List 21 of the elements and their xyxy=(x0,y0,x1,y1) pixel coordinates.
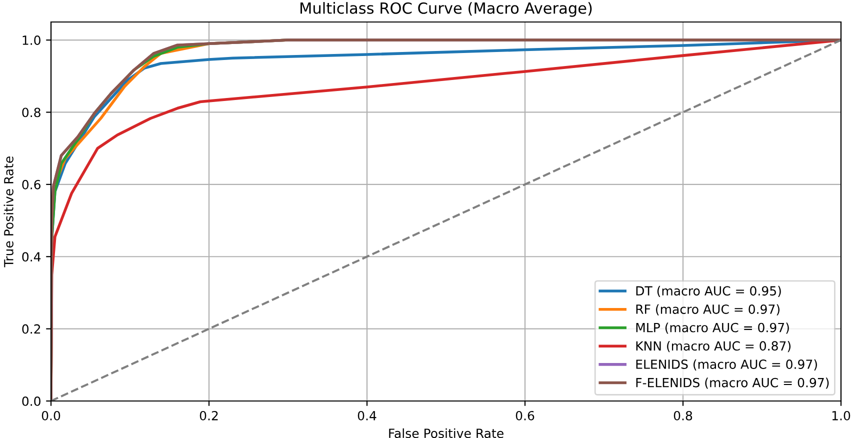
y-tick-label: 0.0 xyxy=(22,396,40,406)
y-axis-title: True Positive Rate xyxy=(4,156,14,268)
legend-label: KNN (macro AUC = 0.87) xyxy=(636,340,791,352)
x-tick-label: 0.0 xyxy=(42,410,60,420)
x-axis-title: False Positive Rate xyxy=(389,428,504,438)
y-tick-label: 0.2 xyxy=(22,324,40,334)
x-tick-label: 0.8 xyxy=(674,410,692,420)
x-tick-label: 0.4 xyxy=(358,410,376,420)
x-tick-label: 1.0 xyxy=(832,410,850,420)
legend-label: F-ELENIDS (macro AUC = 0.97) xyxy=(636,378,829,389)
x-tick-label: 0.2 xyxy=(200,410,218,420)
legend-label: DT (macro AUC = 0.95) xyxy=(636,286,781,298)
y-tick-label: 0.6 xyxy=(22,180,40,190)
legend-label: MLP (macro AUC = 0.97) xyxy=(636,322,789,334)
x-tick-label: 0.6 xyxy=(516,410,534,420)
legend-label: ELENIDS (macro AUC = 0.97) xyxy=(636,359,817,370)
y-tick-label: 1.0 xyxy=(22,36,40,45)
y-tick-label: 0.8 xyxy=(22,108,40,118)
y-tick-label: 0.4 xyxy=(22,252,41,262)
legend-label: RF (macro AUC = 0.97) xyxy=(636,304,780,316)
chart-title: Multiclass ROC Curve (Macro Average) xyxy=(300,2,592,17)
